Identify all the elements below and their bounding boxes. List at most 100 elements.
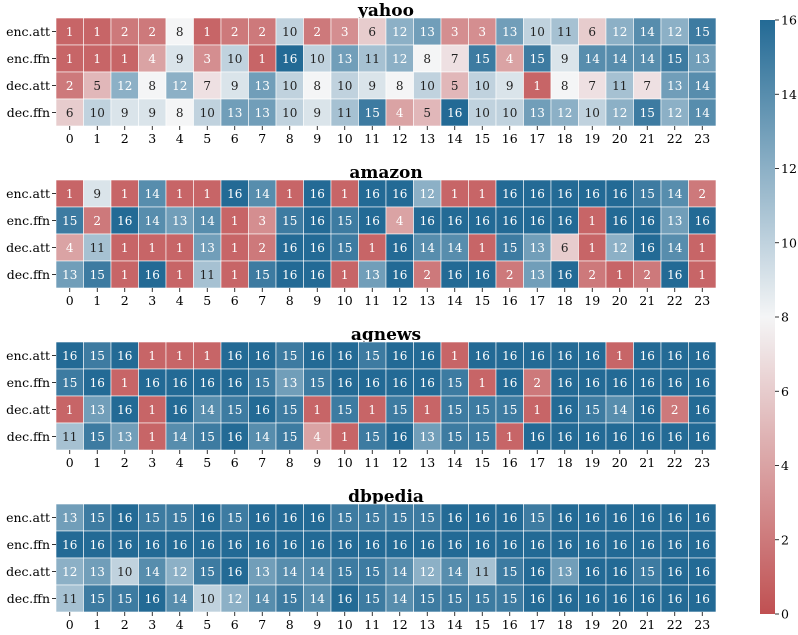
cell-value-label: 15: [447, 430, 462, 444]
heatmap-cell: [220, 422, 249, 451]
heatmap-cell: [55, 503, 84, 532]
cell-value-label: 16: [200, 538, 215, 552]
cell-value-label: 14: [447, 241, 463, 255]
heatmap-cell: [495, 557, 524, 586]
cell-value-label: 16: [695, 511, 710, 525]
cell-value-label: 12: [117, 79, 132, 93]
cell-value-label: 1: [121, 187, 129, 201]
cell-value-label: 14: [392, 592, 408, 606]
cell-value-label: 15: [640, 565, 655, 579]
cell-value-label: 1: [698, 268, 706, 282]
column-label: 21: [639, 455, 655, 470]
heatmap-cell: [440, 44, 469, 73]
cell-value-label: 16: [557, 349, 572, 363]
cell-value-label: 16: [557, 430, 572, 444]
cell-value-label: 16: [145, 538, 160, 552]
cell-value-label: 16: [420, 376, 435, 390]
heatmap-cell: [633, 341, 662, 370]
cell-value-label: 16: [667, 538, 682, 552]
heatmap-cell: [468, 206, 497, 235]
heatmap-cell: [660, 341, 689, 370]
column-label: 21: [639, 131, 655, 146]
column-label: 11: [364, 131, 380, 146]
column-label: 1: [93, 617, 101, 632]
cell-value-label: 15: [530, 52, 545, 66]
cell-value-label: 16: [117, 214, 132, 228]
heatmap-cell: [110, 395, 139, 424]
heatmap-cell: [578, 395, 607, 424]
cell-value-label: 16: [62, 538, 77, 552]
column-label: 14: [447, 293, 463, 308]
cell-value-label: 14: [310, 592, 326, 606]
cell-value-label: 8: [176, 25, 184, 39]
cell-value-label: 16: [337, 592, 352, 606]
heatmap-cell: [688, 341, 717, 370]
cell-value-label: 11: [365, 52, 380, 66]
heatmap-cell: [413, 179, 442, 208]
cell-value-label: 12: [392, 52, 407, 66]
cell-value-label: 16: [200, 511, 215, 525]
heatmap-cell: [495, 233, 524, 262]
cell-value-label: 16: [530, 592, 545, 606]
column-label: 18: [557, 131, 573, 146]
heatmap-cell: [303, 584, 332, 613]
cell-value-label: 15: [200, 565, 215, 579]
cell-value-label: 13: [557, 565, 572, 579]
cell-value-label: 11: [90, 241, 105, 255]
cell-value-label: 14: [282, 565, 298, 579]
column-label: 7: [258, 617, 266, 632]
heatmap-cell: [495, 368, 524, 397]
row-label: dec.ffn: [7, 267, 50, 282]
cell-value-label: 8: [313, 79, 321, 93]
cell-value-label: 14: [585, 52, 601, 66]
heatmap-cell: [248, 368, 277, 397]
cell-value-label: 16: [695, 565, 710, 579]
heatmap-cell: [138, 584, 167, 613]
cell-value-label: 16: [227, 349, 242, 363]
cell-value-label: 2: [588, 268, 596, 282]
cell-value-label: 1: [203, 349, 211, 363]
heatmap-cell: [358, 260, 387, 289]
row-label: enc.att: [6, 24, 50, 39]
heatmap-cell: [358, 44, 387, 73]
cell-value-label: 16: [557, 511, 572, 525]
heatmap-cell: [165, 44, 194, 73]
cell-value-label: 3: [451, 25, 459, 39]
heatmap-cell: [110, 179, 139, 208]
cell-value-label: 10: [282, 25, 297, 39]
heatmap-cell: [303, 530, 332, 559]
heatmap-cell: [385, 17, 414, 46]
heatmap-cell: [688, 233, 717, 262]
heatmap-cell: [688, 368, 717, 397]
column-label: 12: [392, 293, 408, 308]
cell-value-label: 13: [530, 268, 545, 282]
heatmap-cell: [248, 206, 277, 235]
column-label: 10: [337, 293, 353, 308]
heatmap-cell: [688, 395, 717, 424]
cell-value-label: 1: [66, 25, 74, 39]
heatmap-cell: [248, 422, 277, 451]
cell-value-label: 8: [561, 79, 569, 93]
cell-value-label: 1: [66, 52, 74, 66]
cell-value-label: 15: [227, 511, 242, 525]
heatmap-cell: [468, 233, 497, 262]
cell-value-label: 13: [667, 214, 682, 228]
heatmap-cell: [413, 368, 442, 397]
cell-value-label: 16: [447, 511, 462, 525]
heatmap-cell: [495, 98, 524, 127]
heatmap-cell: [523, 17, 552, 46]
cell-value-label: 16: [282, 538, 297, 552]
column-label: 19: [584, 617, 600, 632]
cell-value-label: 15: [502, 403, 517, 417]
column-label: 17: [529, 455, 545, 470]
column-label: 2: [121, 293, 129, 308]
column-label: 16: [502, 293, 518, 308]
cell-value-label: 1: [176, 187, 184, 201]
heatmap-cell: [220, 17, 249, 46]
row-label: enc.ffn: [7, 213, 50, 228]
row-label: dec.ffn: [7, 591, 50, 606]
cell-value-label: 16: [612, 538, 627, 552]
column-label: 6: [231, 131, 239, 146]
heatmap-cell: [193, 206, 222, 235]
